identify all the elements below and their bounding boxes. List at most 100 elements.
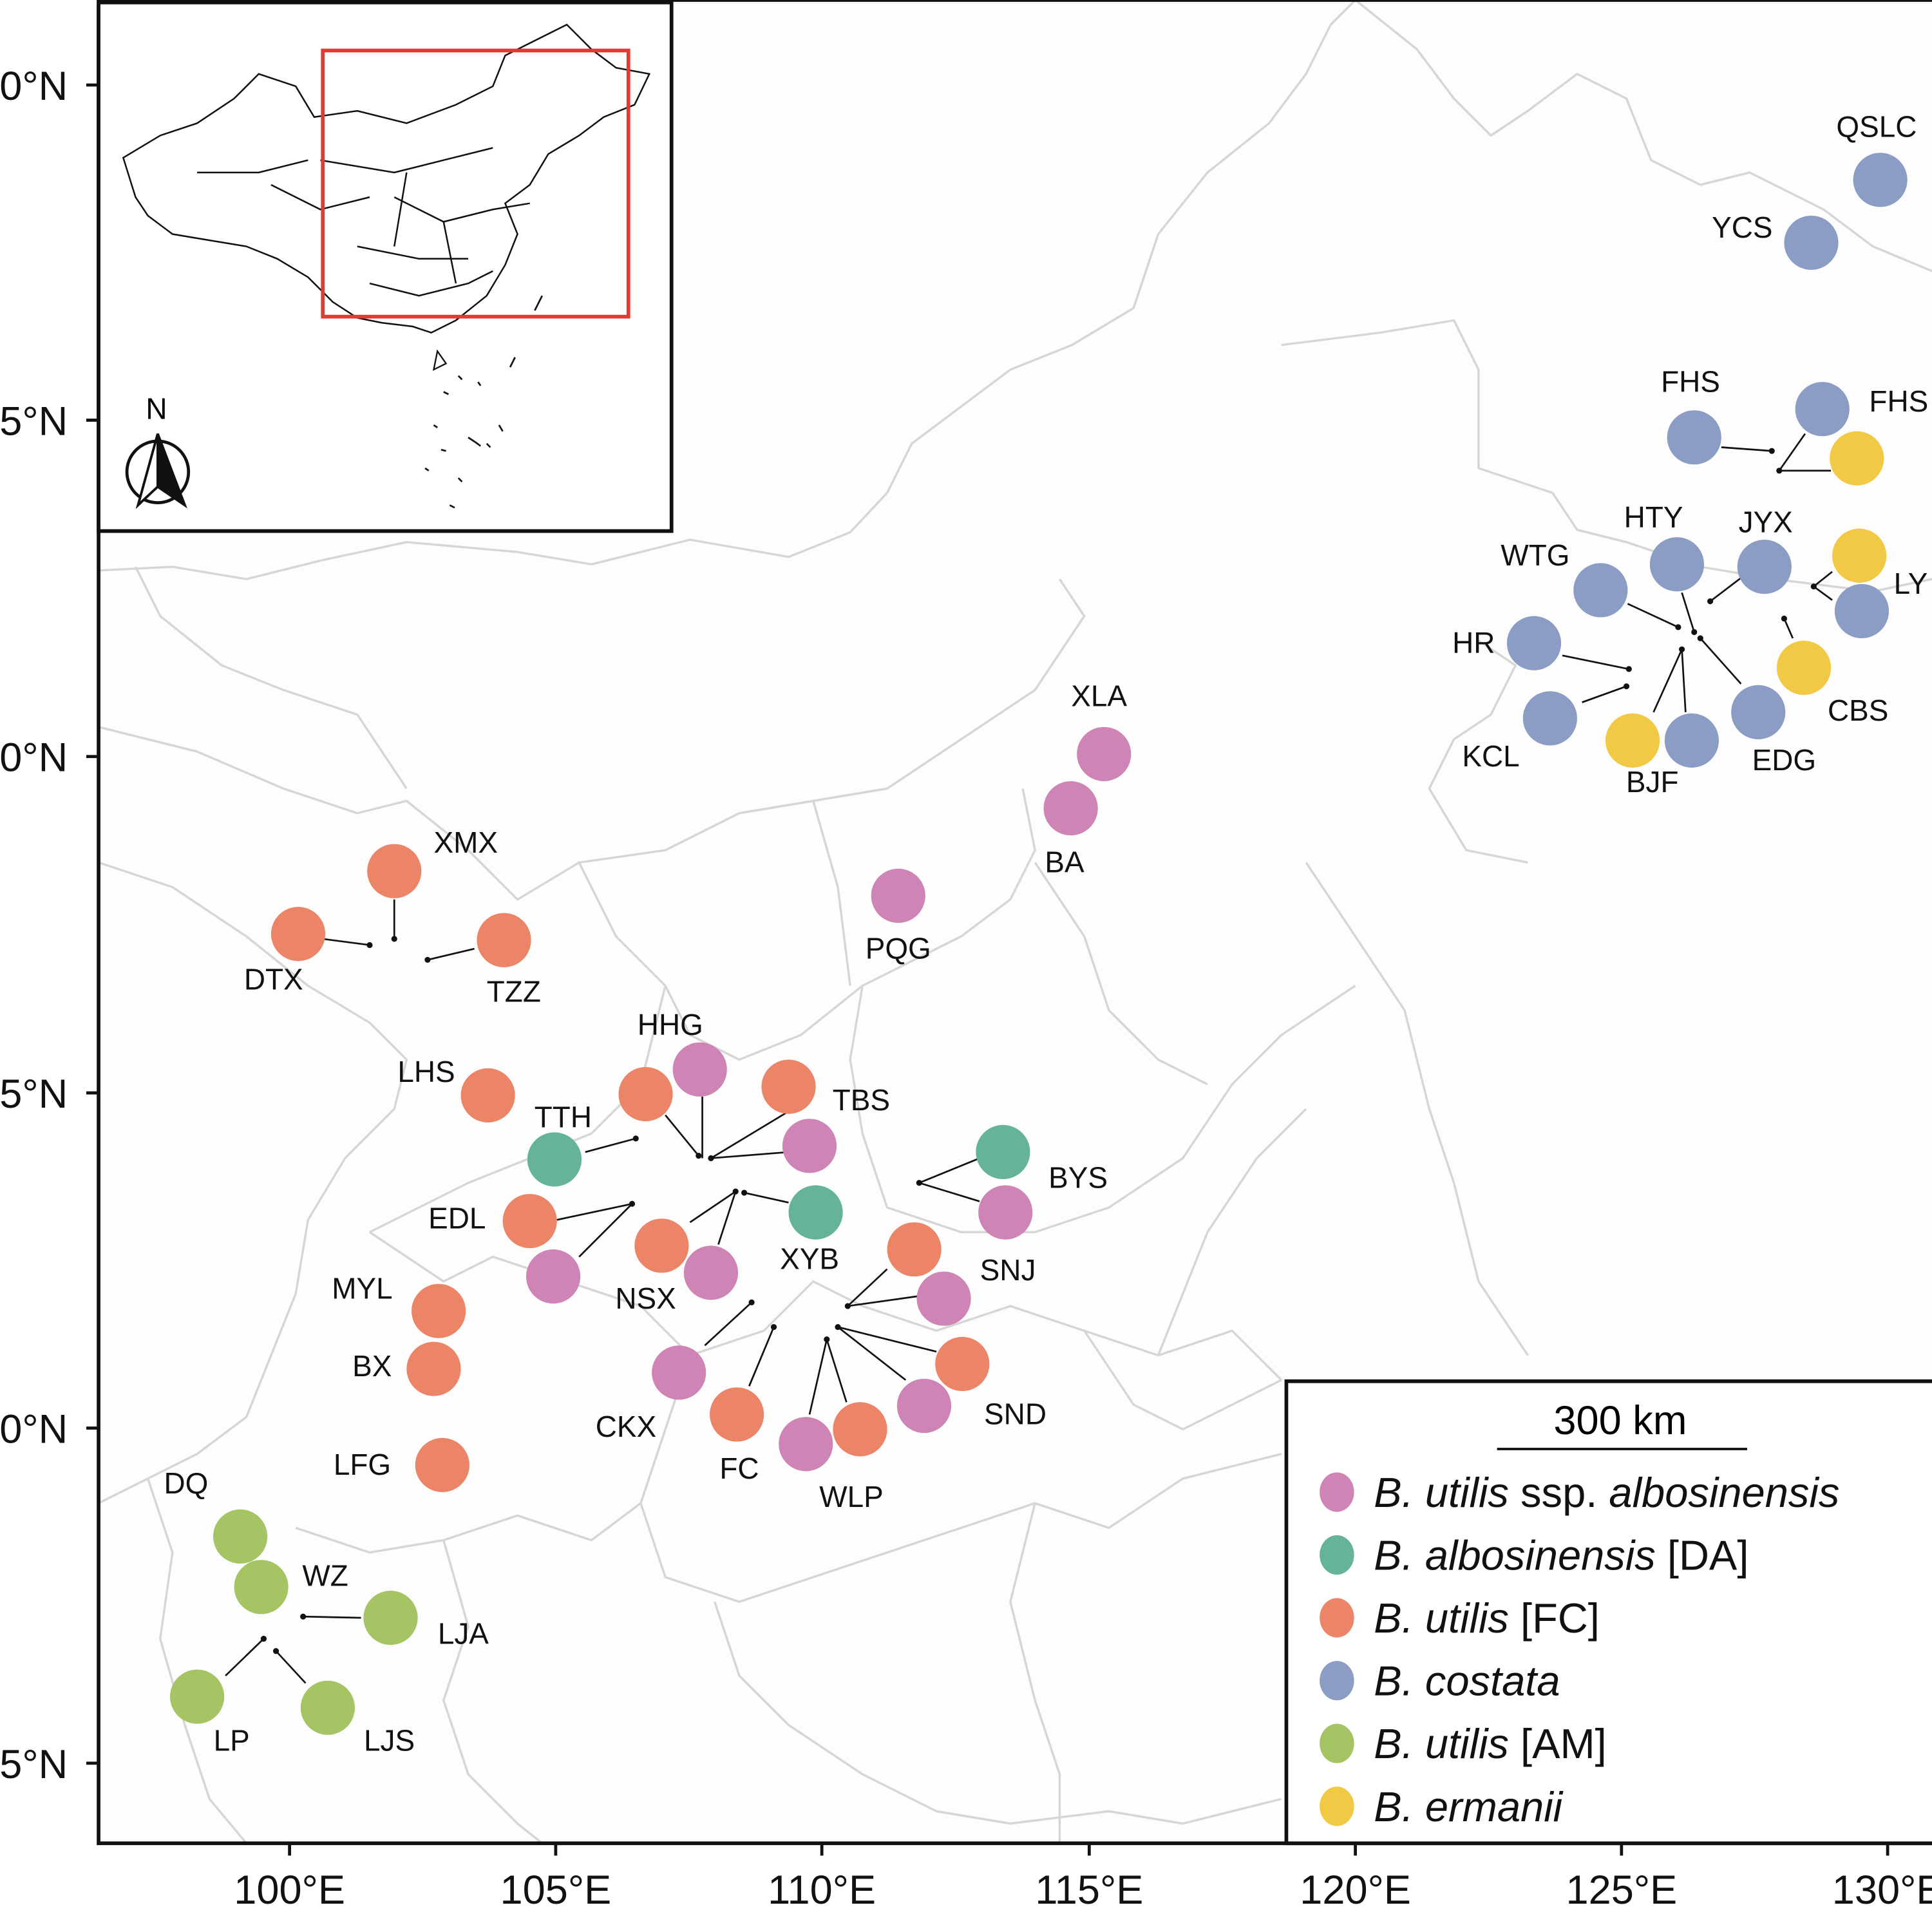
site-marker[interactable]: DTX [244, 907, 326, 996]
site-circle[interactable] [634, 1218, 689, 1273]
site-circle[interactable] [976, 1124, 1030, 1179]
site-marker[interactable]: FC [710, 1387, 764, 1485]
site-circle[interactable] [672, 1042, 727, 1097]
site-circle[interactable] [270, 907, 326, 961]
site-circle[interactable] [1795, 382, 1850, 437]
site-circle[interactable] [1522, 691, 1577, 746]
site-circle[interactable] [367, 844, 422, 898]
site-circle[interactable] [779, 1417, 833, 1472]
site-marker[interactable]: JYX [1737, 506, 1793, 594]
site-circle[interactable] [1506, 616, 1562, 670]
site-marker[interactable]: BYS [976, 1124, 1108, 1195]
site-circle[interactable] [477, 913, 531, 967]
site-circle[interactable] [935, 1336, 990, 1392]
site-marker[interactable]: XLA [1071, 679, 1132, 782]
site-circle[interactable] [1731, 685, 1786, 739]
site-circle[interactable] [1077, 726, 1132, 782]
site-circle[interactable] [1830, 431, 1884, 486]
site-marker[interactable] [1664, 713, 1719, 768]
site-marker[interactable]: WLP [779, 1417, 884, 1513]
site-circle[interactable] [1853, 153, 1908, 207]
site-circle[interactable] [710, 1387, 764, 1442]
site-marker[interactable]: CBS [1776, 640, 1888, 727]
site-marker[interactable]: NSX [615, 1218, 689, 1315]
site-circle[interactable] [1573, 563, 1628, 618]
site-marker[interactable]: LFG [334, 1437, 469, 1492]
site-circle[interactable] [782, 1119, 837, 1173]
site-circle[interactable] [234, 1560, 289, 1615]
site-marker[interactable]: MYL [332, 1272, 466, 1338]
site-marker[interactable]: HR [1452, 616, 1562, 670]
site-marker[interactable]: XYB [780, 1185, 843, 1276]
site-marker[interactable]: TZZ [477, 913, 541, 1009]
site-marker[interactable]: LY [1832, 528, 1927, 600]
site-circle[interactable] [1784, 215, 1839, 270]
site-marker[interactable] [916, 1271, 971, 1326]
site-marker[interactable]: BX [352, 1341, 461, 1396]
site-circle[interactable] [170, 1669, 225, 1724]
site-marker[interactable]: SND [935, 1336, 1046, 1431]
site-circle[interactable] [1776, 640, 1832, 696]
site-marker[interactable]: PQG [866, 868, 931, 965]
site-marker[interactable] [526, 1249, 581, 1304]
site-marker[interactable]: QSLC [1836, 109, 1917, 207]
site-marker[interactable]: BJF [1605, 713, 1679, 799]
site-marker[interactable]: XMX [367, 826, 498, 898]
site-circle[interactable] [1834, 583, 1889, 639]
site-marker[interactable]: WZ [234, 1558, 348, 1615]
site-circle[interactable] [526, 1249, 581, 1304]
site-circle[interactable] [1832, 528, 1887, 583]
site-marker[interactable]: TTH [527, 1101, 592, 1187]
site-circle[interactable] [887, 1222, 942, 1277]
site-marker[interactable] [978, 1185, 1033, 1240]
site-circle[interactable] [460, 1068, 515, 1122]
site-circle[interactable] [1649, 537, 1705, 592]
site-marker[interactable]: DQ [164, 1466, 268, 1564]
site-circle[interactable] [683, 1245, 739, 1300]
site-marker[interactable]: LP [170, 1669, 250, 1757]
site-circle[interactable] [363, 1591, 418, 1645]
site-marker[interactable]: EDL [428, 1193, 557, 1249]
site-circle[interactable] [1664, 713, 1719, 768]
site-circle[interactable] [527, 1132, 582, 1187]
site-circle[interactable] [896, 1378, 952, 1434]
site-marker[interactable]: TBS [782, 1083, 890, 1173]
site-marker[interactable] [1830, 431, 1884, 486]
site-marker[interactable]: CKX [596, 1345, 706, 1443]
site-circle[interactable] [406, 1341, 461, 1396]
site-circle[interactable] [916, 1271, 971, 1326]
site-marker[interactable] [896, 1378, 952, 1434]
site-marker[interactable] [761, 1059, 816, 1114]
site-marker[interactable]: YCS [1712, 211, 1839, 270]
site-marker[interactable]: HTY [1624, 500, 1705, 592]
site-circle[interactable] [833, 1402, 887, 1457]
site-circle[interactable] [1043, 781, 1098, 836]
site-circle[interactable] [415, 1437, 469, 1492]
site-marker[interactable]: BA [1043, 781, 1098, 879]
site-marker[interactable]: WTG [1501, 538, 1628, 618]
site-marker[interactable]: HHG [638, 1008, 727, 1097]
site-circle[interactable] [1605, 713, 1660, 768]
site-marker[interactable]: SNJ [887, 1222, 1036, 1287]
site-circle[interactable] [213, 1509, 268, 1564]
site-circle[interactable] [871, 868, 925, 923]
site-marker[interactable]: FHS [1661, 365, 1721, 465]
site-circle[interactable] [502, 1193, 557, 1249]
site-marker[interactable]: LHS [397, 1055, 515, 1122]
site-circle[interactable] [1737, 540, 1792, 594]
site-marker[interactable]: EDG [1731, 685, 1816, 777]
site-circle[interactable] [1667, 410, 1721, 465]
site-marker[interactable]: LJS [300, 1680, 415, 1757]
site-marker[interactable] [833, 1402, 887, 1457]
site-circle[interactable] [978, 1185, 1033, 1240]
site-circle[interactable] [788, 1185, 843, 1240]
site-circle[interactable] [412, 1283, 466, 1338]
site-marker[interactable]: FHS [1795, 382, 1929, 437]
site-marker[interactable]: KCL [1462, 691, 1577, 773]
site-marker[interactable] [618, 1066, 673, 1122]
site-marker[interactable]: LJA [363, 1591, 489, 1650]
site-marker[interactable] [683, 1245, 739, 1300]
site-marker[interactable] [1834, 583, 1889, 639]
site-circle[interactable] [761, 1059, 816, 1114]
site-circle[interactable] [652, 1345, 706, 1400]
